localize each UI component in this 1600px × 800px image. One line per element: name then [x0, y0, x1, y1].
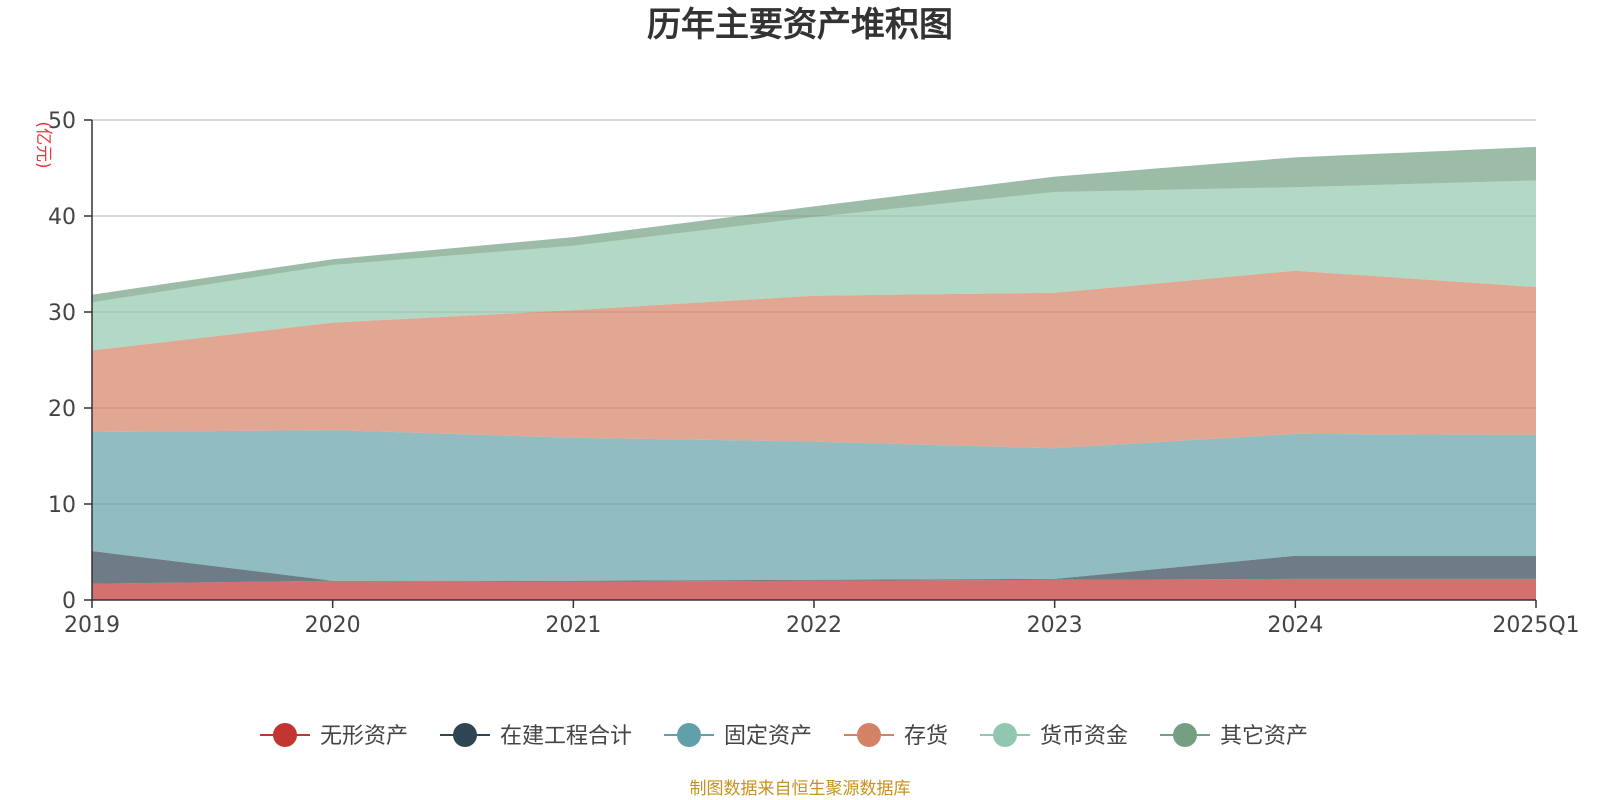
area-series-3: [92, 270, 1536, 449]
x-tick-label: 2025Q1: [1492, 613, 1579, 638]
legend-label: 无形资产: [320, 724, 408, 749]
axes: 0 10 20 30 40 50 2019 2020 2021 2022 2023 2024 2025Q…: [33, 109, 1580, 638]
y-tick-label: 0: [62, 589, 76, 614]
x-tick-label: 2020: [305, 613, 361, 638]
y-tick-label: 30: [48, 301, 76, 326]
legend-label: 其它资产: [1220, 724, 1308, 749]
y-tick-label: 20: [48, 397, 76, 422]
legend-circle-icon: [993, 723, 1017, 747]
y-tick-label: 50: [48, 109, 76, 134]
legend: 无形资产 在建工程合计 固定资产 存货 货币资金 其它资产: [260, 723, 1308, 749]
area-series-2: [92, 430, 1536, 581]
chart-title: 历年主要资产堆积图: [647, 5, 953, 45]
area-series-group: [92, 146, 1536, 600]
y-tick-label: 40: [48, 205, 76, 230]
x-tick-label: 2023: [1027, 613, 1083, 638]
legend-circle-icon: [273, 723, 297, 747]
area-series-0: [92, 578, 1536, 600]
legend-item-2[interactable]: 固定资产: [664, 723, 812, 749]
legend-label: 在建工程合计: [500, 724, 632, 749]
y-tick-label: 10: [48, 493, 76, 518]
legend-item-0[interactable]: 无形资产: [260, 723, 408, 749]
legend-circle-icon: [453, 723, 477, 747]
legend-label: 固定资产: [724, 724, 812, 749]
source-note: 制图数据来自恒生聚源数据库: [689, 779, 911, 799]
legend-item-3[interactable]: 存货: [844, 723, 948, 749]
y-axis-unit-label: (亿元): [33, 121, 53, 168]
legend-circle-icon: [857, 723, 881, 747]
legend-circle-icon: [1173, 723, 1197, 747]
legend-label: 货币资金: [1040, 724, 1128, 749]
x-tick-label: 2022: [786, 613, 842, 638]
legend-item-1[interactable]: 在建工程合计: [440, 723, 632, 749]
x-tick-label: 2019: [64, 613, 120, 638]
area-series-5: [92, 146, 1536, 303]
area-series-1: [92, 551, 1536, 584]
area-series-4: [92, 180, 1536, 351]
legend-label: 存货: [904, 724, 948, 749]
x-tick-label: 2021: [545, 613, 601, 638]
legend-item-5[interactable]: 其它资产: [1160, 723, 1308, 749]
legend-item-4[interactable]: 货币资金: [980, 723, 1128, 749]
legend-circle-icon: [677, 723, 701, 747]
x-tick-label: 2024: [1267, 613, 1323, 638]
